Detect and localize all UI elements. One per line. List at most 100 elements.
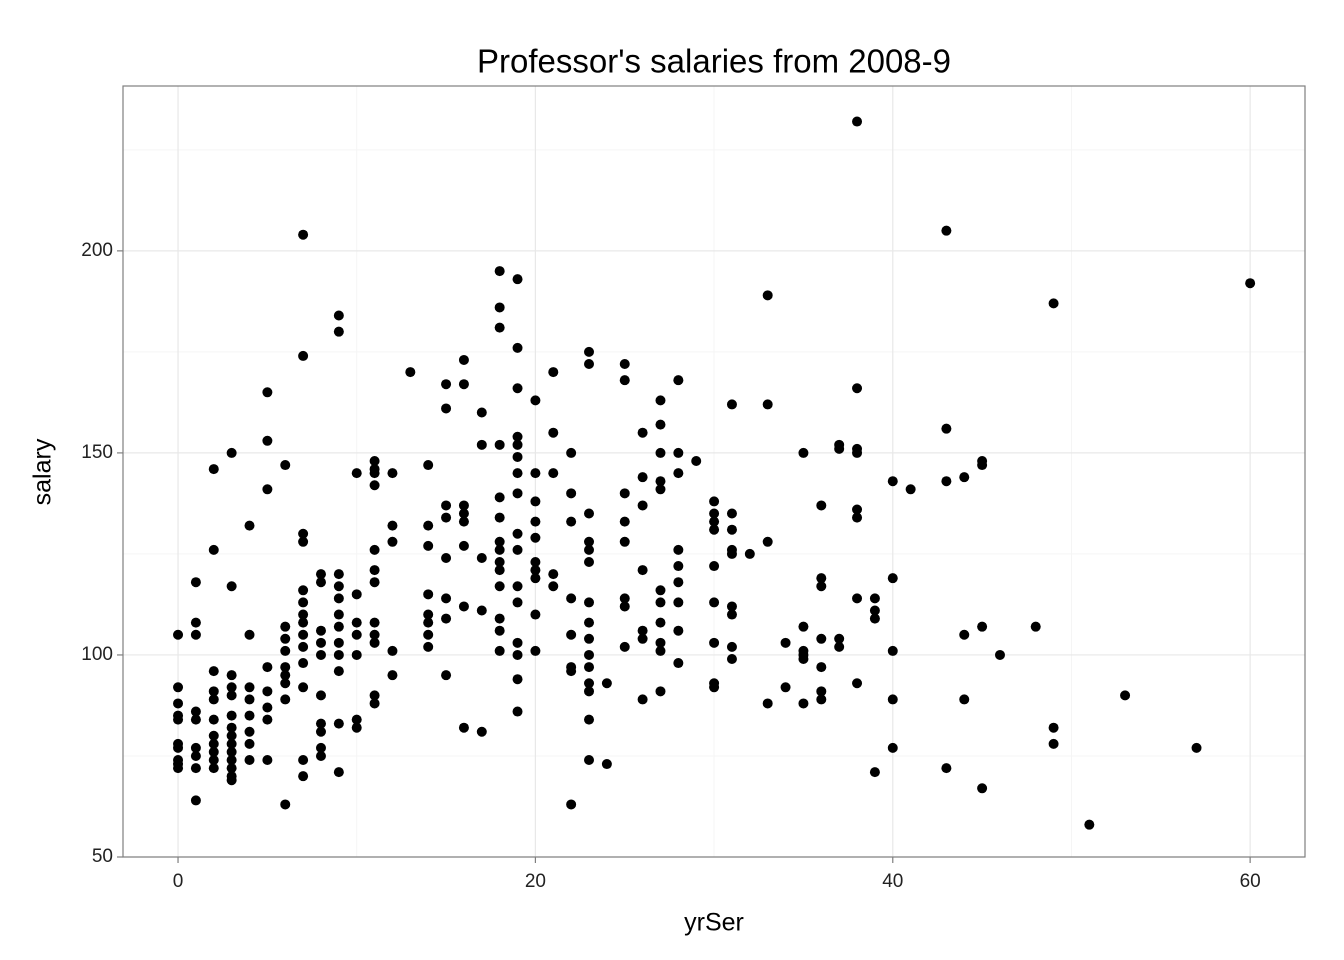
point: [208, 694, 219, 705]
x-tick-label: 60: [1240, 871, 1261, 892]
point: [226, 690, 237, 701]
point: [994, 649, 1005, 660]
point: [208, 746, 219, 757]
point: [530, 532, 541, 543]
point: [637, 427, 648, 438]
point: [977, 460, 988, 471]
point: [262, 755, 273, 766]
point: [369, 637, 380, 648]
point: [226, 763, 237, 774]
point: [387, 670, 398, 681]
point: [619, 601, 630, 612]
point: [709, 516, 720, 527]
point: [584, 557, 595, 568]
point: [369, 455, 380, 466]
point: [458, 516, 469, 527]
point: [566, 488, 577, 499]
point: [816, 686, 827, 697]
point: [869, 767, 880, 778]
point: [333, 718, 344, 729]
point: [494, 322, 505, 333]
point: [584, 359, 595, 370]
point: [530, 496, 541, 507]
point: [494, 613, 505, 624]
point: [494, 544, 505, 555]
point: [351, 629, 362, 640]
point: [673, 658, 684, 669]
point: [494, 512, 505, 523]
point: [405, 367, 416, 378]
point: [852, 678, 863, 689]
point: [584, 755, 595, 766]
point: [1048, 298, 1059, 309]
point: [601, 759, 612, 770]
point: [173, 698, 184, 709]
point: [673, 577, 684, 588]
point: [333, 621, 344, 632]
point: [333, 569, 344, 580]
point: [333, 649, 344, 660]
point: [315, 625, 326, 636]
point: [1191, 742, 1202, 753]
point: [816, 573, 827, 584]
point: [369, 698, 380, 709]
point: [584, 346, 595, 357]
point: [298, 229, 309, 240]
x-axis-title: yrSer: [684, 909, 744, 937]
point: [1084, 819, 1095, 830]
point: [458, 500, 469, 511]
point: [530, 573, 541, 584]
point: [584, 536, 595, 547]
point: [834, 443, 845, 454]
point: [673, 375, 684, 386]
point: [673, 625, 684, 636]
point: [619, 536, 630, 547]
point: [208, 544, 219, 555]
point: [566, 516, 577, 527]
point: [601, 678, 612, 689]
y-tick-label: 50: [92, 846, 113, 867]
point: [673, 468, 684, 479]
point: [655, 637, 666, 648]
point: [709, 597, 720, 608]
point: [208, 763, 219, 774]
point: [190, 750, 201, 761]
point: [315, 637, 326, 648]
point: [512, 674, 523, 685]
point: [369, 617, 380, 628]
point: [494, 565, 505, 576]
point: [173, 629, 184, 640]
point: [726, 508, 737, 519]
point: [655, 585, 666, 596]
point: [852, 593, 863, 604]
point: [494, 302, 505, 313]
point: [673, 447, 684, 458]
point: [458, 379, 469, 390]
point: [941, 423, 952, 434]
point: [530, 557, 541, 568]
point: [280, 678, 291, 689]
point: [852, 504, 863, 515]
point: [709, 682, 720, 693]
point: [190, 629, 201, 640]
point: [351, 649, 362, 660]
point: [298, 629, 309, 640]
points: [173, 116, 1256, 830]
point: [584, 714, 595, 725]
point: [548, 569, 559, 580]
point: [280, 460, 291, 471]
point: [941, 225, 952, 236]
point: [458, 508, 469, 519]
point: [280, 621, 291, 632]
point: [190, 714, 201, 725]
point: [780, 637, 791, 648]
point: [494, 492, 505, 503]
point: [369, 468, 380, 479]
point: [351, 468, 362, 479]
point: [369, 629, 380, 640]
point: [655, 447, 666, 458]
point: [530, 395, 541, 406]
point: [512, 431, 523, 442]
point: [173, 742, 184, 753]
point: [208, 755, 219, 766]
